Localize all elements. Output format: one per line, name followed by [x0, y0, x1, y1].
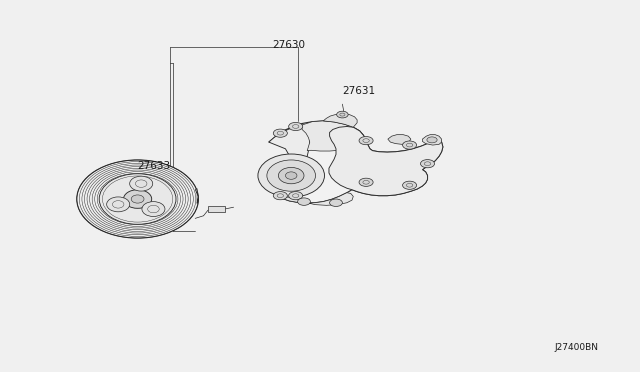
Ellipse shape: [130, 176, 153, 191]
Ellipse shape: [107, 197, 130, 212]
Ellipse shape: [278, 167, 304, 184]
Ellipse shape: [258, 154, 324, 197]
Circle shape: [298, 198, 310, 205]
Ellipse shape: [99, 174, 176, 224]
Circle shape: [337, 111, 348, 118]
Text: 27633: 27633: [138, 161, 171, 170]
Polygon shape: [329, 126, 443, 196]
Polygon shape: [422, 135, 442, 145]
Circle shape: [289, 192, 303, 200]
Polygon shape: [323, 114, 357, 127]
Circle shape: [420, 160, 435, 168]
Text: 27631: 27631: [342, 86, 376, 96]
Ellipse shape: [267, 160, 316, 191]
Bar: [208, 206, 225, 212]
Polygon shape: [280, 193, 353, 205]
Circle shape: [359, 178, 373, 186]
Ellipse shape: [124, 190, 152, 208]
Circle shape: [289, 122, 303, 131]
Circle shape: [273, 129, 287, 137]
Circle shape: [330, 199, 342, 206]
Circle shape: [273, 192, 287, 200]
Ellipse shape: [77, 160, 198, 238]
Circle shape: [403, 181, 417, 189]
Polygon shape: [269, 121, 443, 203]
Ellipse shape: [131, 195, 144, 203]
Circle shape: [403, 141, 417, 149]
Polygon shape: [269, 125, 314, 196]
Polygon shape: [195, 189, 198, 203]
Polygon shape: [388, 135, 411, 144]
Polygon shape: [302, 121, 366, 151]
Circle shape: [359, 137, 373, 145]
Ellipse shape: [142, 202, 165, 217]
Text: 27630: 27630: [272, 40, 305, 49]
Text: J27400BN: J27400BN: [554, 343, 598, 352]
Ellipse shape: [285, 172, 297, 179]
Circle shape: [427, 137, 437, 143]
